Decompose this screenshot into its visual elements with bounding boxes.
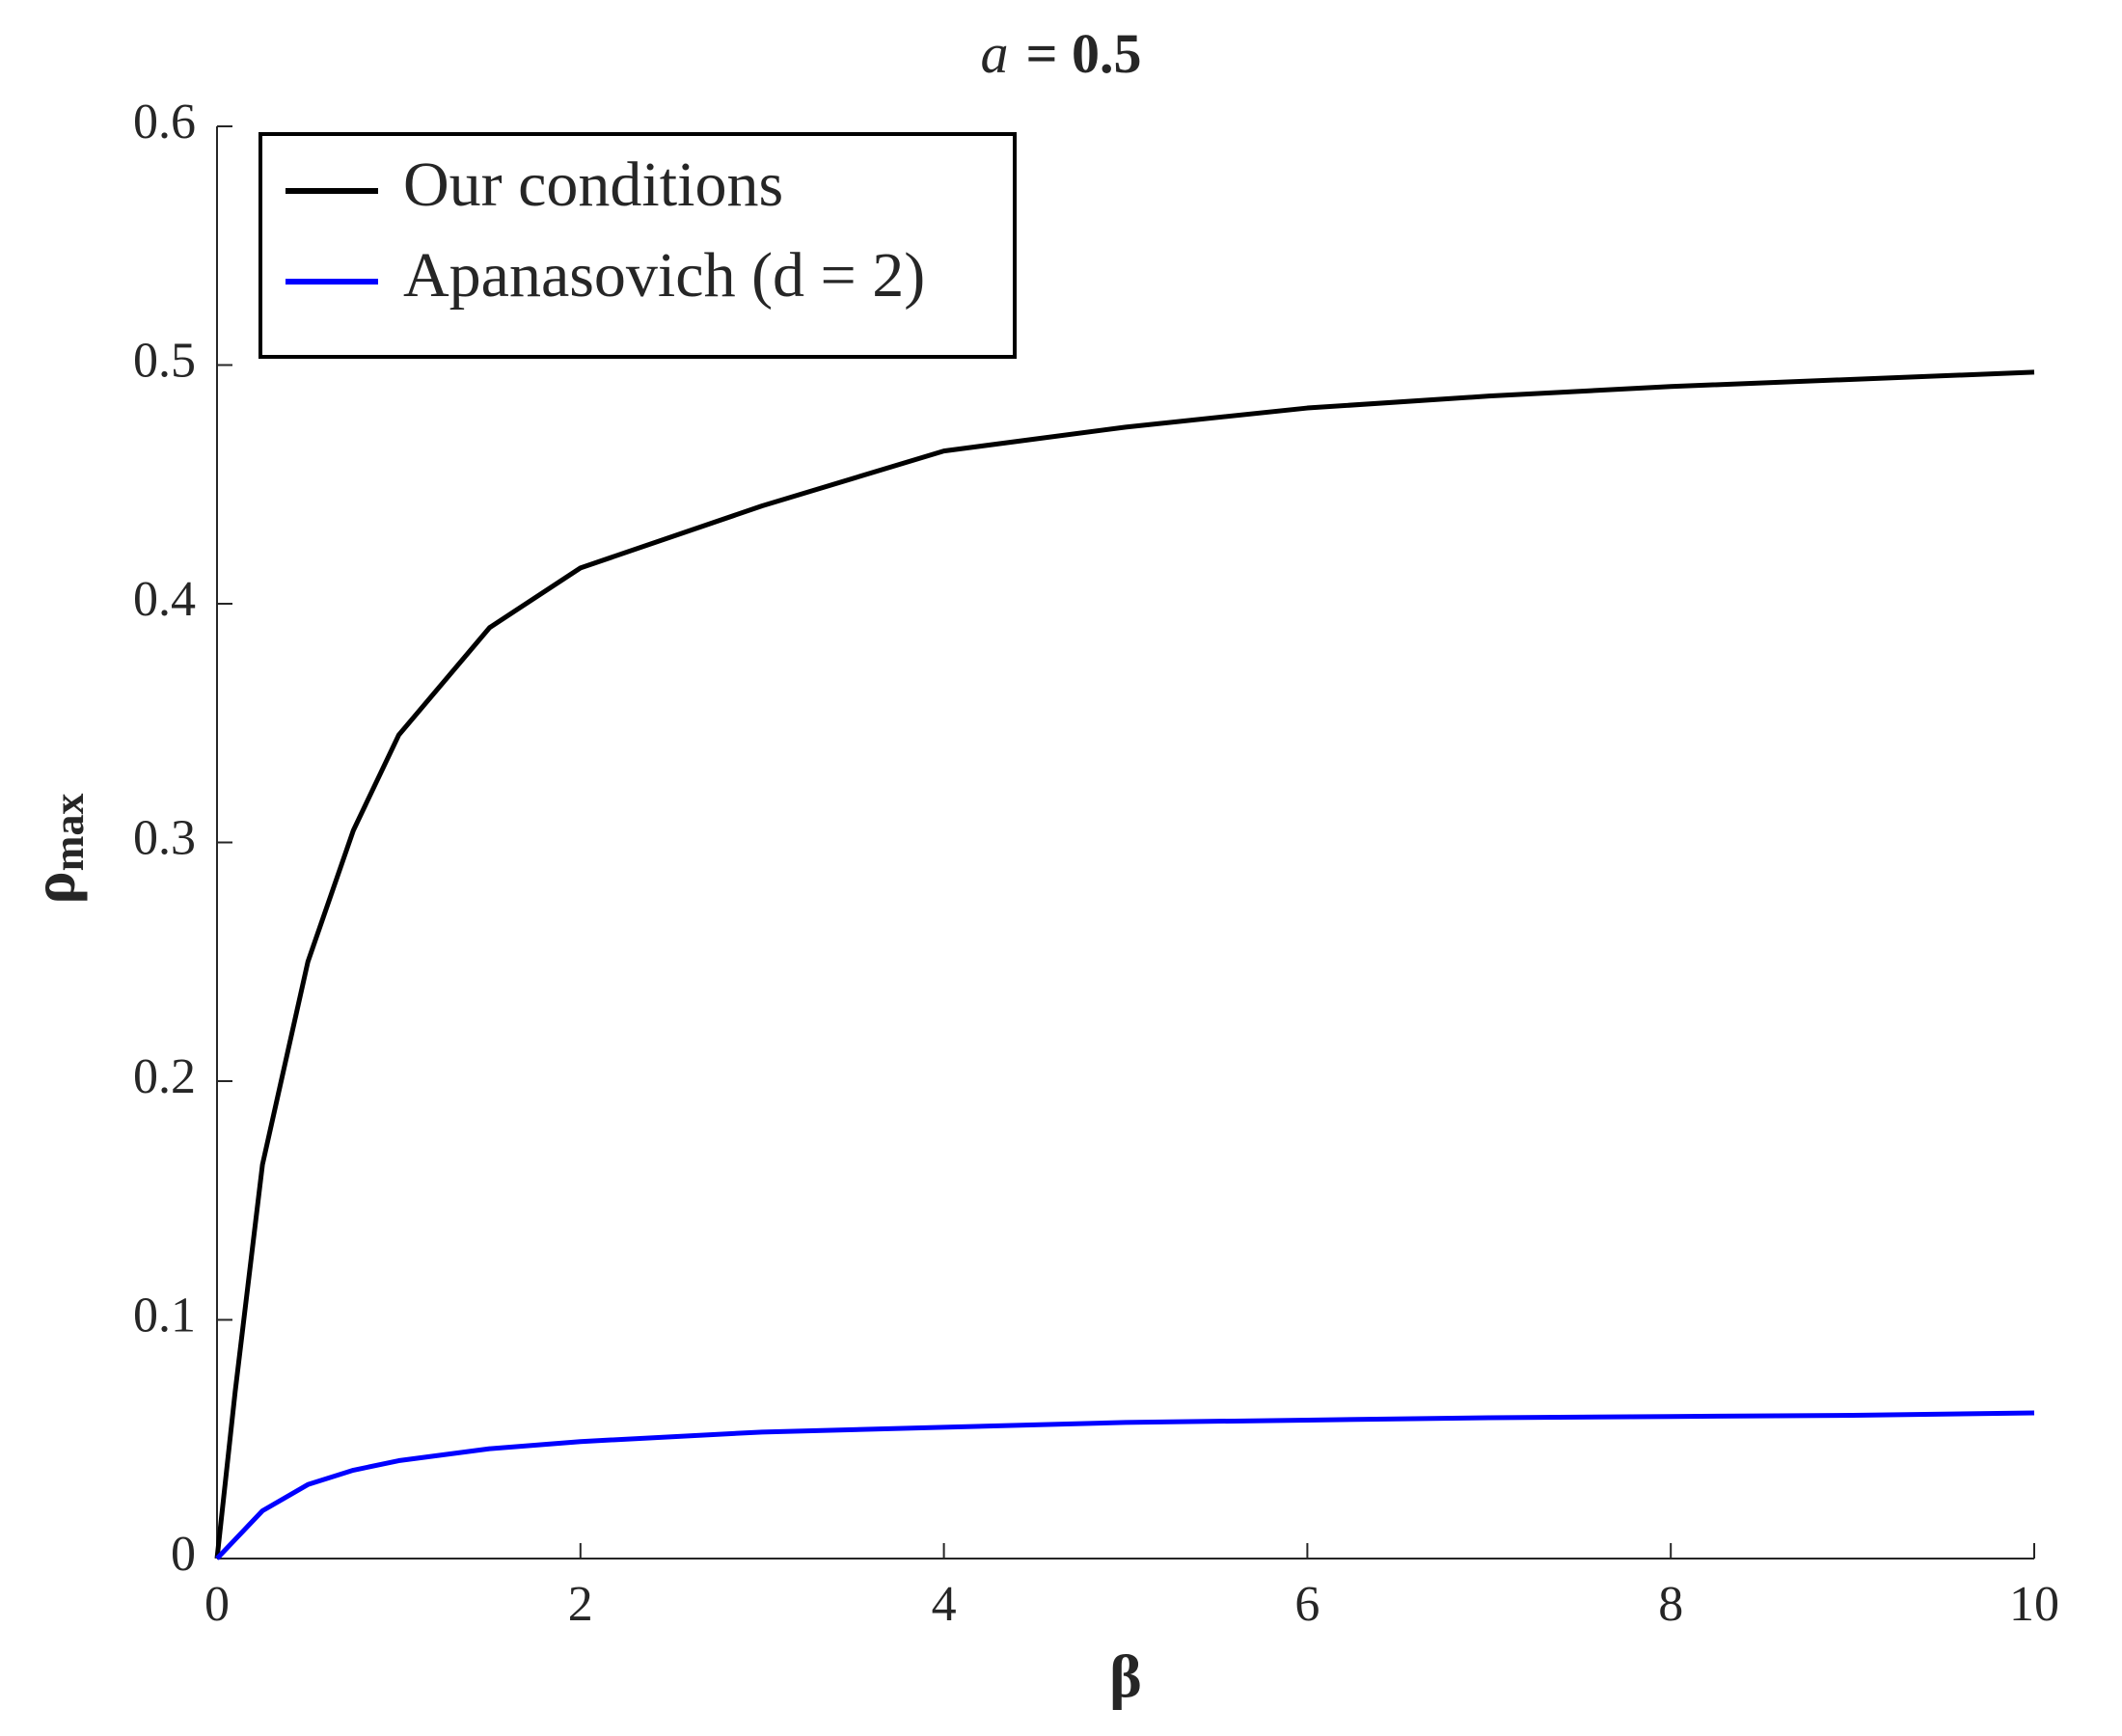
series-line [215,1410,2035,1560]
series-line [214,369,2035,1560]
legend: Our conditions Apanasovich (d = 2) [258,132,1017,359]
title-variable: a [980,22,1008,85]
x-tick-label: 0 [204,1577,230,1632]
x-tick-label: 6 [1294,1577,1319,1632]
x-tick-label: 10 [2009,1577,2059,1632]
legend-label: Our conditions [403,149,783,220]
legend-label: Apanasovich (d = 2) [403,240,925,311]
y-tick-label: 0.4 [133,572,196,627]
y-tick-label: 0.1 [133,1288,196,1343]
title-value: = 0.5 [1025,22,1141,85]
x-tick-label: 4 [932,1577,957,1632]
y-axis-label: ρmax [19,794,93,905]
y-tick-label: 0.2 [133,1049,196,1104]
y-label-symbol: ρ [19,871,88,904]
y-label-subscript: max [45,794,93,872]
legend-box [258,132,1017,359]
x-axis-label: β [1109,1642,1142,1711]
y-tick-label: 0.5 [133,333,196,388]
x-tick-label: 8 [1658,1577,1683,1632]
y-tick-label: 0.3 [133,810,196,865]
x-tick-label: 2 [568,1577,593,1632]
y-tick-label: 0 [171,1527,196,1582]
chart-title: a = 0.5 [980,22,1141,85]
y-tick-label: 0.6 [133,95,196,149]
